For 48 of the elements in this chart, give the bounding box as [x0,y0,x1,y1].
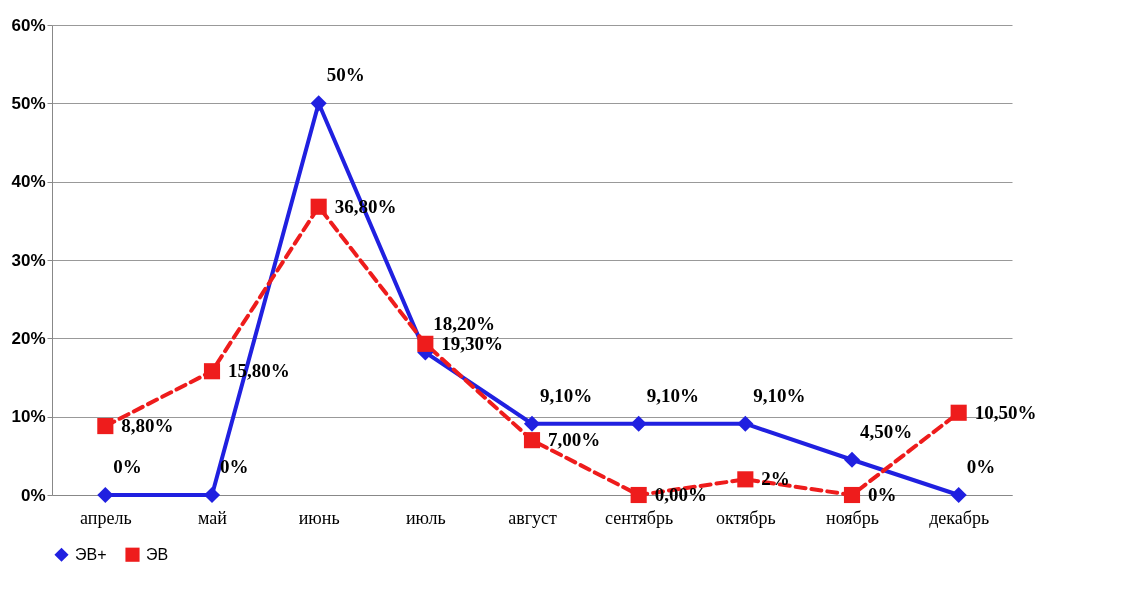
x-tick-label: май [198,507,228,528]
y-tick-label: 20% [11,328,46,348]
data-label: 4,50% [860,420,913,442]
data-label: 18,20% [433,313,496,335]
x-tick-label: сентябрь [605,507,674,528]
point [97,486,114,504]
data-label: 19,30% [441,332,504,354]
point [843,451,861,468]
x-tick-label: июль [405,507,446,528]
legend-label: ЭВ [146,545,169,563]
y-tick-label: 60% [11,15,46,35]
y-tick-label: 0% [20,485,46,505]
point [950,486,967,504]
data-label: 0,00% [654,484,707,505]
data-label: 8,80% [121,415,174,437]
x-tick-label: октябрь [715,507,776,528]
x-tick-label: август [508,507,557,528]
data-label: 10,50% [974,401,1037,423]
point [97,418,114,435]
data-label: 9,10% [540,384,593,406]
point [737,415,754,432]
x-tick-label: апрель [80,507,132,528]
point [630,486,647,504]
y-tick-label: 30% [11,250,46,270]
y-tick-label: 40% [11,172,46,192]
y-tick-label: 10% [11,407,46,427]
data-label: 9,10% [753,384,806,406]
data-label: 0% [966,456,996,477]
point [523,415,541,432]
point [843,486,861,504]
x-tick-label: июнь [298,507,340,528]
data-label: 0% [868,484,897,505]
y-tick-label: 50% [11,93,46,113]
point [417,335,434,352]
data-label: 0% [113,456,142,477]
x-tick-label: ноябрь [826,507,879,528]
point [737,471,754,488]
x-tick-label: декабрь [929,507,990,528]
data-label: 7,00% [548,429,601,451]
point [950,404,967,421]
point [310,198,327,215]
point [630,415,647,432]
legend-label: ЭВ+ [75,545,107,563]
point [310,95,327,112]
data-label: 9,10% [646,384,699,406]
point [203,363,221,380]
point [523,432,541,449]
data-label: 50% [326,64,365,86]
